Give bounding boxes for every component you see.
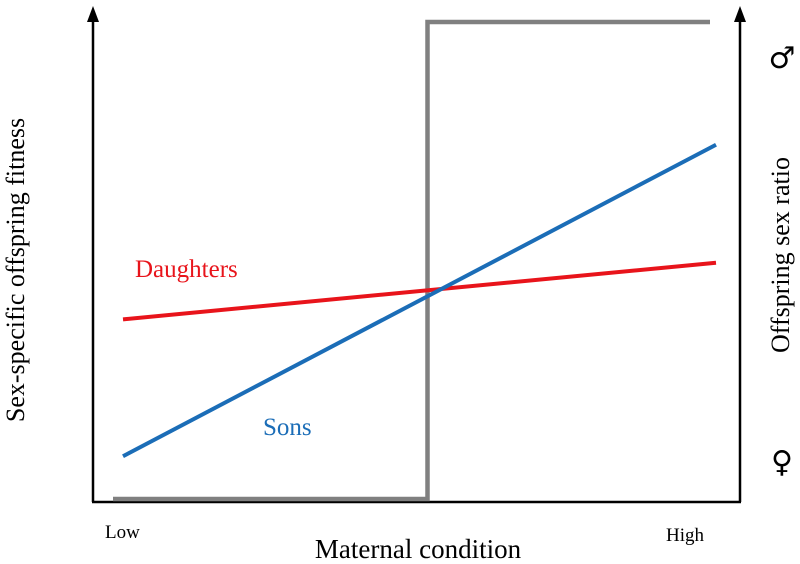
- female-symbol: ♀: [771, 445, 793, 480]
- daughters-fitness-line: [122, 260, 717, 322]
- daughters-label: Daughters: [135, 256, 238, 283]
- sons-label: Sons: [263, 414, 312, 441]
- x-tick-low: Low: [105, 522, 140, 543]
- x-tick-high: High: [666, 525, 705, 546]
- male-symbol: ♂: [769, 41, 796, 76]
- sex-ratio-step-line: [113, 19, 710, 502]
- sons-fitness-line: [122, 142, 717, 459]
- y-axis-right-label: Offspring sex ratio: [766, 157, 795, 353]
- left-y-axis-arrow: [87, 6, 99, 22]
- x-axis-label: Maternal condition: [315, 534, 522, 564]
- right-y-axis-arrow: [734, 6, 746, 22]
- y-axis-left-label: Sex-specific offspring fitness: [1, 118, 30, 422]
